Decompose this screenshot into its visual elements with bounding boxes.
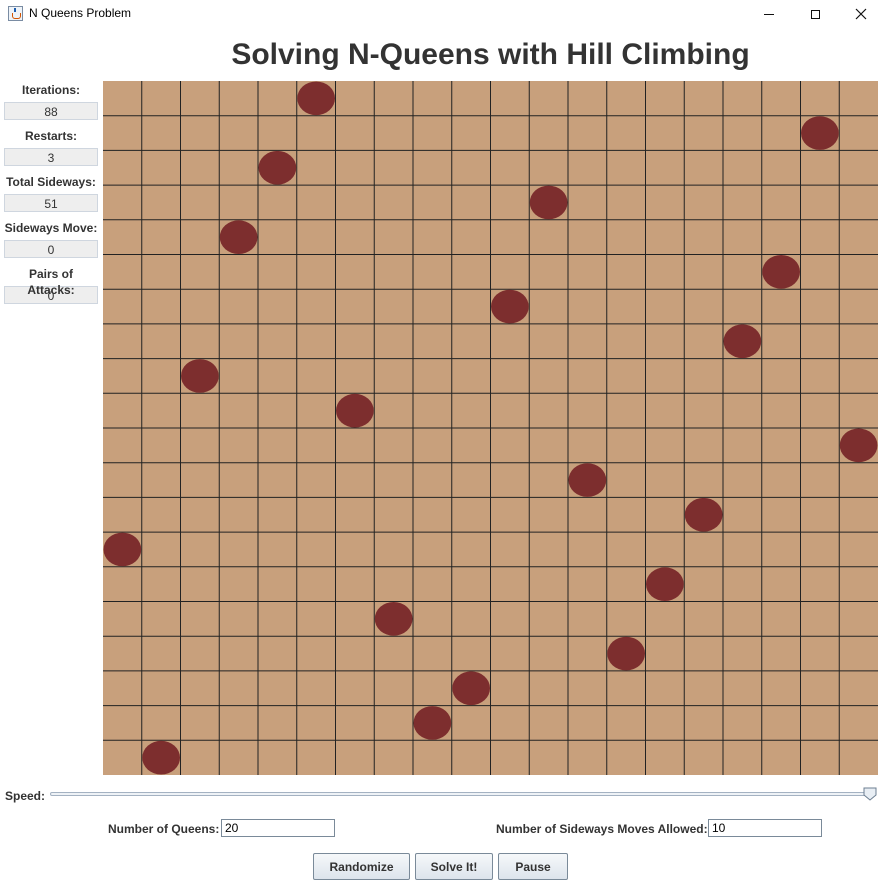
pairs-of-attacks-value: 0 — [4, 286, 98, 304]
queens-count-label: Number of Queens: — [108, 822, 220, 836]
queen-piece — [491, 289, 529, 324]
queen-piece — [723, 324, 762, 359]
queen-piece — [684, 497, 723, 532]
queen-piece — [413, 706, 452, 740]
maximize-icon — [810, 9, 820, 19]
sideways-moves-label: Number of Sideways Moves Allowed: — [496, 822, 708, 836]
close-icon — [855, 8, 867, 20]
restarts-value: 3 — [4, 148, 98, 166]
pause-button[interactable]: Pause — [498, 853, 568, 880]
queen-piece — [762, 255, 800, 289]
queen-piece — [801, 116, 839, 150]
maximize-button[interactable] — [792, 0, 838, 28]
sideways-moves-input[interactable] — [708, 819, 822, 837]
queen-piece — [258, 150, 297, 185]
queen-piece — [607, 636, 645, 671]
queen-piece — [529, 185, 568, 220]
randomize-button[interactable]: Randomize — [313, 853, 410, 880]
queen-piece — [336, 393, 374, 428]
iterations-label: Iterations: — [21, 83, 80, 97]
queen-piece — [297, 81, 335, 116]
queen-piece — [142, 740, 180, 775]
chess-board — [103, 81, 878, 775]
speed-slider-thumb[interactable] — [863, 787, 877, 801]
queen-piece — [568, 463, 607, 497]
java-cup-icon — [8, 6, 23, 21]
speed-slider[interactable] — [50, 792, 876, 796]
minimize-icon — [764, 13, 774, 15]
minimize-button[interactable] — [746, 0, 792, 28]
queen-piece — [219, 220, 258, 254]
stats-panel: Iterations: 88 Restarts: 3 Total Sideway… — [4, 82, 98, 312]
page-title: Solving N-Queens with Hill Climbing — [231, 38, 750, 71]
close-button[interactable] — [838, 0, 881, 28]
queen-piece — [646, 567, 684, 601]
total-sideways-value: 51 — [4, 194, 98, 212]
pairs-of-attacks-label: Pairs of Attacks: — [27, 267, 74, 297]
queens-count-input[interactable] — [221, 819, 335, 837]
speed-label: Speed: — [5, 789, 46, 803]
sideways-move-label: Sideways Move: — [4, 221, 98, 235]
queen-piece — [839, 428, 878, 463]
board-canvas — [103, 81, 878, 775]
queen-piece — [181, 359, 219, 393]
queen-piece — [374, 602, 413, 636]
sideways-move-value: 0 — [4, 240, 98, 258]
window-title: N Queens Problem — [29, 6, 132, 20]
solve-button[interactable]: Solve It! — [415, 853, 493, 880]
iterations-value: 88 — [4, 102, 98, 120]
queen-piece — [452, 671, 490, 706]
window-titlebar: N Queens Problem — [0, 0, 881, 28]
total-sideways-label: Total Sideways: — [6, 175, 96, 189]
queen-piece — [103, 532, 142, 567]
restarts-label: Restarts: — [24, 129, 78, 143]
